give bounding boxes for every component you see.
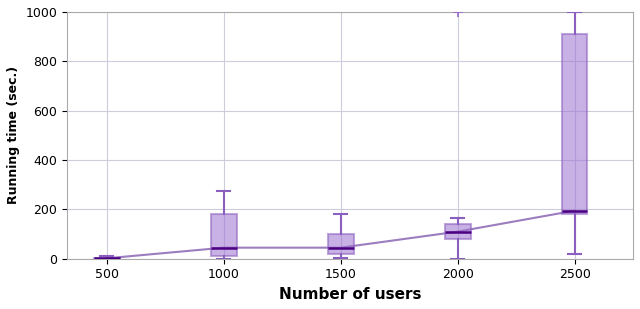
PathPatch shape (562, 34, 588, 214)
PathPatch shape (94, 257, 120, 259)
PathPatch shape (445, 224, 470, 239)
PathPatch shape (328, 234, 353, 254)
X-axis label: Number of users: Number of users (279, 287, 421, 302)
PathPatch shape (211, 214, 237, 256)
Y-axis label: Running time (sec.): Running time (sec.) (7, 66, 20, 205)
